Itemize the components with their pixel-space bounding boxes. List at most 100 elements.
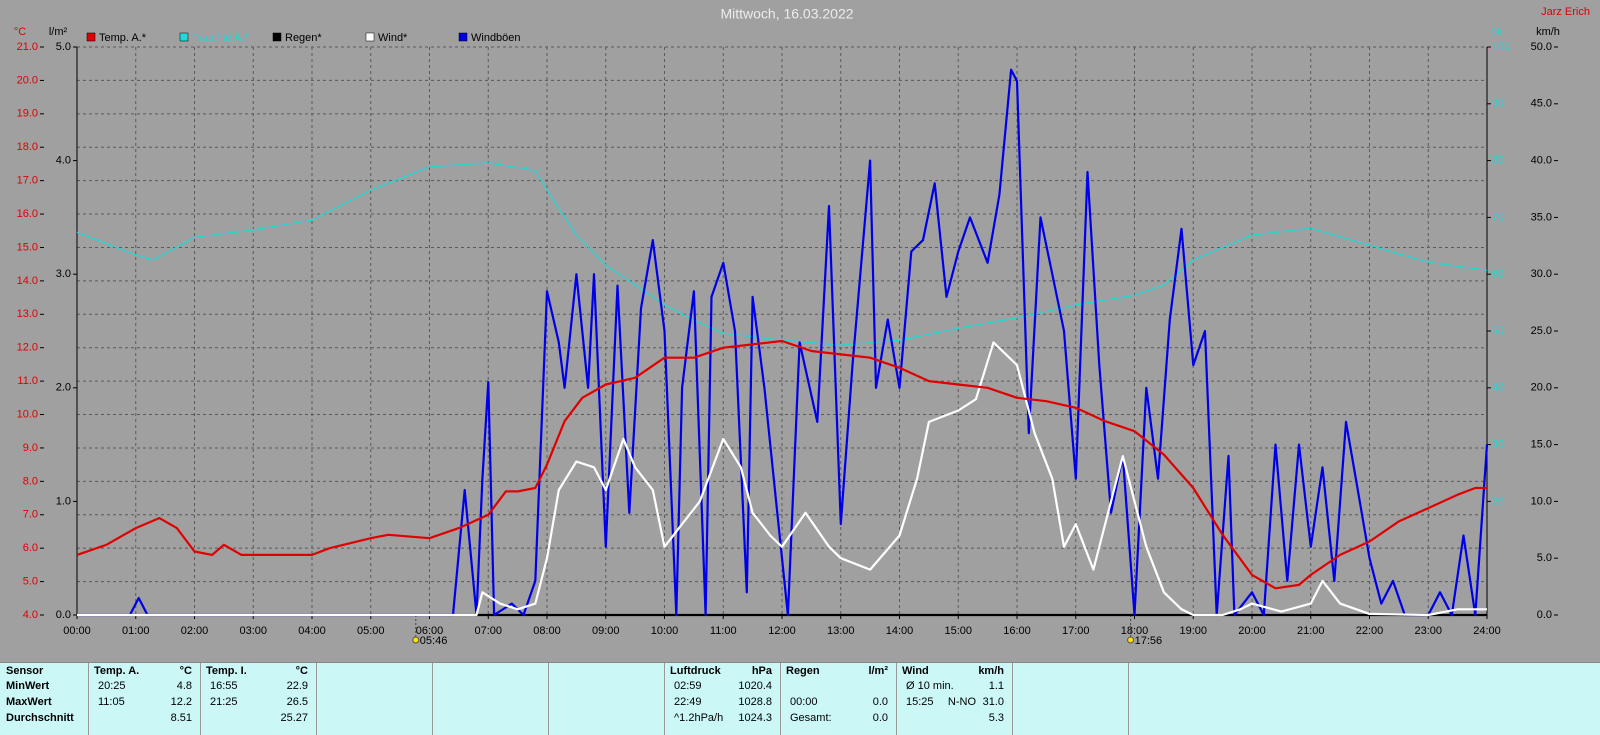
x-tick-label: 20:00 <box>1238 625 1266 637</box>
x-tick-label: 19:00 <box>1179 625 1207 637</box>
x-tick-label: 13:00 <box>827 625 855 637</box>
x-tick-label: 10:00 <box>651 625 679 637</box>
table-cell: 0.0 <box>872 712 888 724</box>
y3-axis-unit: % <box>1492 26 1502 38</box>
legend-label: Feuchte A.* <box>192 32 250 44</box>
series-line <box>77 68 1489 617</box>
table-cell: 1020.4 <box>738 680 772 692</box>
table-cell: °C <box>295 665 308 677</box>
x-tick-label: 08:00 <box>533 625 561 637</box>
table-cell: Temp. A. <box>94 665 140 677</box>
y-tick-label: 10.0 <box>17 408 38 420</box>
table-cell: Wind <box>902 665 929 677</box>
legend-swatch <box>365 32 375 42</box>
y2-axis-unit: l/m² <box>49 26 68 38</box>
table-cell: 8.51 <box>170 712 192 724</box>
table-cell: ^1.2hPa/h <box>674 712 724 724</box>
y-tick-label: 14.0 <box>17 275 38 287</box>
table-column: Sensor MinWert MaxWert Durchschnitt <box>0 663 89 735</box>
table-cell: 00:00 <box>790 696 818 708</box>
y3-tick-label: 80 <box>1492 155 1504 167</box>
y2-tick-label: 0.0 <box>56 609 71 621</box>
legend-swatch <box>458 32 468 42</box>
y-tick-label: 16.0 <box>17 208 38 220</box>
y-tick-label: 15.0 <box>17 241 38 253</box>
y-tick-label: 7.0 <box>23 509 38 521</box>
legend-swatch <box>179 32 189 42</box>
y3-tick-label: 20 <box>1492 495 1504 507</box>
x-tick-label: 23:00 <box>1414 625 1442 637</box>
table-cell: 5.3 <box>988 712 1004 724</box>
legend-swatch <box>86 32 96 42</box>
table-cell: MaxWert <box>6 696 52 708</box>
y2-tick-label: 2.0 <box>56 382 71 394</box>
y4-tick-label: 50.0 <box>1531 41 1552 53</box>
table-cell: 21:25 <box>210 696 238 708</box>
table-cell: 25.27 <box>280 712 308 724</box>
y3-tick-label: 30 <box>1492 439 1504 451</box>
y4-tick-label: 25.0 <box>1531 325 1552 337</box>
x-tick-label: 02:00 <box>181 625 209 637</box>
y2-tick-label: 5.0 <box>56 41 71 53</box>
y4-tick-label: 45.0 <box>1531 98 1552 110</box>
x-tick-label: 14:00 <box>886 625 914 637</box>
y3-tick-label: 60 <box>1492 268 1504 280</box>
x-tick-label: 05:00 <box>357 625 385 637</box>
x-tick-label: 17:00 <box>1062 625 1090 637</box>
x-tick-label: 22:00 <box>1356 625 1384 637</box>
series-line <box>76 162 1488 346</box>
table-column: Wind km/h Ø 10 min. 1.1 15:25 N-NO 31.0 5.3 <box>896 663 1013 735</box>
table-column: Temp. A. °C 20:25 4.8 11:05 12.2 8.51 <box>88 663 201 735</box>
y4-tick-label: 30.0 <box>1531 268 1552 280</box>
y-tick-label: 21.0 <box>17 41 38 53</box>
table-cell: km/h <box>978 665 1004 677</box>
y3-tick-label: 50 <box>1492 325 1504 337</box>
table-cell: Ø 10 min. <box>906 680 954 692</box>
x-tick-label: 00:00 <box>63 625 91 637</box>
x-tick-label: 04:00 <box>298 625 326 637</box>
table-cell: 31.0 <box>982 696 1004 708</box>
y3-tick-label: 40 <box>1492 382 1504 394</box>
table-cell: Durchschnitt <box>6 712 74 724</box>
y3-tick-label: 70 <box>1492 211 1504 223</box>
legend-swatch <box>272 32 282 42</box>
y4-tick-label: 20.0 <box>1531 382 1552 394</box>
y4-tick-label: 5.0 <box>1537 552 1552 564</box>
x-tick-label: 01:00 <box>122 625 150 637</box>
table-cell: 4.8 <box>176 680 192 692</box>
table-cell: 15:25 <box>906 696 934 708</box>
x-tick-label: 12:00 <box>768 625 796 637</box>
table-column: Regen l/m² 00:00 0.0 Gesamt: 0.0 <box>780 663 897 735</box>
y-tick-label: 9.0 <box>23 442 38 454</box>
sun-time: 05:46 <box>420 635 448 647</box>
y-tick-label: 18.0 <box>17 141 38 153</box>
table-cell: l/m² <box>868 665 888 677</box>
x-tick-label: 09:00 <box>592 625 620 637</box>
y-tick-label: 11.0 <box>17 375 38 387</box>
table-column: Luftdruck hPa 02:59 1020.4 22:49 1028.8 ^1.2hP… <box>664 663 781 735</box>
y2-tick-label: 3.0 <box>56 268 71 280</box>
author: Jarz Erich <box>1541 6 1590 18</box>
table-column <box>316 663 433 735</box>
sun-icon <box>412 636 420 644</box>
table-cell: 22:49 <box>674 696 702 708</box>
table-cell: MinWert <box>6 680 50 692</box>
series-line <box>76 339 1487 590</box>
x-tick-label: 24:00 <box>1473 625 1501 637</box>
table-column <box>1012 663 1129 735</box>
table-cell: 20:25 <box>98 680 126 692</box>
table-cell: 11:05 <box>98 696 125 708</box>
x-tick-label: 06:00 <box>416 625 444 637</box>
y-tick-label: 17.0 <box>17 175 38 187</box>
y2-tick-label: 4.0 <box>56 155 71 167</box>
y3-tick-label: 100 <box>1492 41 1510 53</box>
y-tick-label: 4.0 <box>23 609 38 621</box>
y4-tick-label: 10.0 <box>1531 495 1552 507</box>
table-cell: 0.0 <box>872 696 888 708</box>
x-tick-label: 16:00 <box>1003 625 1031 637</box>
y3-tick-label: 90 <box>1492 98 1504 110</box>
x-tick-label: 15:00 <box>944 625 972 637</box>
table-cell: Sensor <box>6 665 44 677</box>
y4-tick-label: 35.0 <box>1531 211 1552 223</box>
table-cell: 12.2 <box>170 696 192 708</box>
